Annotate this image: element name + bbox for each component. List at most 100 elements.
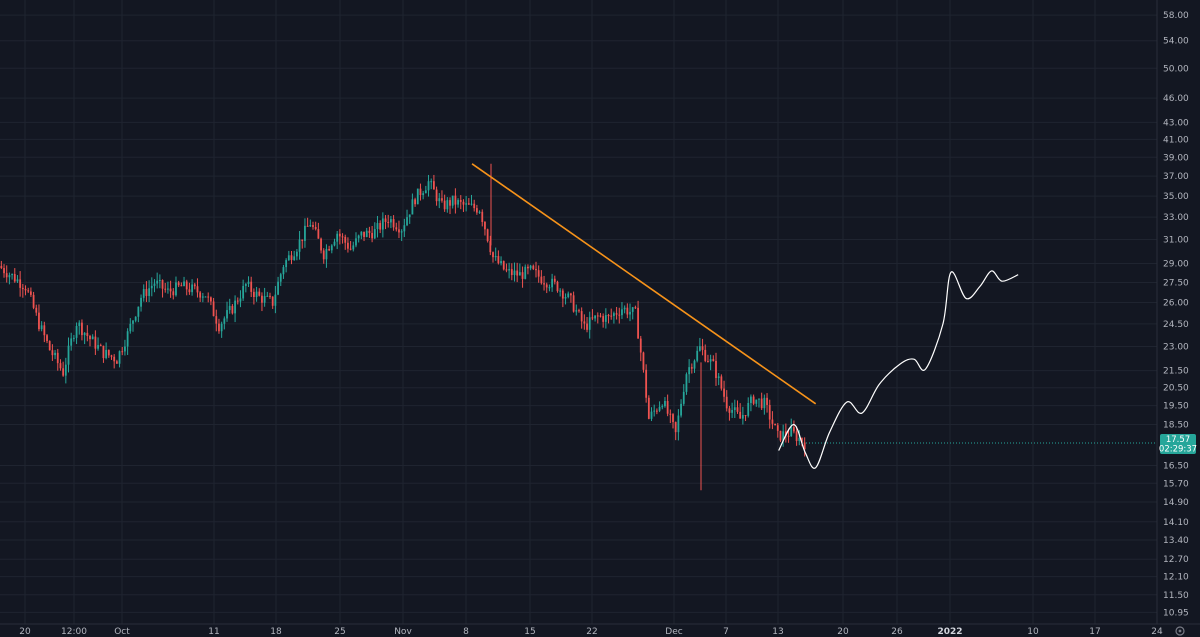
candle-body <box>129 323 132 332</box>
candle-body <box>357 235 360 239</box>
price-tick-label: 21.50 <box>1163 367 1189 377</box>
candle-body <box>524 266 527 279</box>
candle-body <box>763 397 766 409</box>
candle-body <box>570 293 572 296</box>
candle-body <box>422 193 425 196</box>
candle-body <box>518 272 521 276</box>
candle-body <box>556 281 559 292</box>
candle-body <box>145 289 148 296</box>
candle-body <box>8 275 11 278</box>
candle-body <box>236 300 239 302</box>
candle-body <box>314 226 317 230</box>
candle-body <box>381 218 384 230</box>
candle-body <box>465 203 468 205</box>
candle-body <box>371 232 374 239</box>
candle-body <box>247 281 250 285</box>
candle-body <box>685 374 688 392</box>
candle-body <box>637 307 639 339</box>
candle-body <box>379 223 382 230</box>
candle-body <box>701 346 704 350</box>
candle-body <box>56 352 59 364</box>
price-tick-label: 37.00 <box>1163 172 1189 182</box>
candle-body <box>188 289 191 293</box>
candle-body <box>513 270 516 276</box>
candle-body <box>70 338 73 346</box>
candle-body <box>586 323 588 330</box>
candle-body <box>744 415 747 417</box>
time-tick-label: 13 <box>772 627 783 637</box>
candle-body <box>242 285 245 299</box>
candle-body <box>40 325 43 330</box>
candle-body <box>680 403 682 416</box>
candle-body <box>672 414 674 423</box>
candle-body <box>467 203 470 205</box>
candle-body <box>180 285 183 287</box>
candle-body <box>500 261 502 264</box>
price-tick-label: 43.00 <box>1163 118 1189 128</box>
candle-body <box>655 410 658 412</box>
candle-body <box>610 315 613 317</box>
candle-body <box>441 198 443 201</box>
last-price-label: 17.57 <box>1166 435 1190 445</box>
time-tick-label: 24 <box>1151 627 1163 637</box>
candle-body <box>731 409 734 413</box>
candle-body <box>669 413 672 415</box>
candle-body <box>48 341 51 351</box>
candle-body <box>516 270 519 276</box>
candle-body <box>341 236 344 238</box>
candle-body <box>787 435 790 437</box>
candle-body <box>306 225 309 227</box>
candle-body <box>532 265 535 269</box>
price-axis[interactable]: 58.00 54.00 50.00 46.00 43.00 41.00 39.00 37.00… <box>1163 11 1189 618</box>
time-tick-label: Nov <box>394 627 412 637</box>
candle-body <box>551 278 554 288</box>
candle-body <box>252 291 255 297</box>
candle-body <box>790 427 793 437</box>
candle-body <box>62 368 65 376</box>
time-axis[interactable]: 20 12:00 Oct 11 18 25 Nov 8 15 22 Dec 7 13 20 26 2022 10… <box>19 627 1163 637</box>
candle-body <box>634 307 637 309</box>
candle-body <box>137 306 140 317</box>
candle-body <box>755 399 758 404</box>
candle-body <box>602 316 605 322</box>
candle-body <box>89 335 91 340</box>
candle-body <box>220 323 223 332</box>
candle-body <box>29 291 32 295</box>
candle-body <box>99 345 102 347</box>
candle-body <box>419 188 422 196</box>
candle-body <box>451 195 454 206</box>
candle-body <box>97 345 99 349</box>
candle-body <box>301 239 304 241</box>
candle-body <box>298 239 301 252</box>
gear-icon[interactable] <box>1175 626 1185 636</box>
candle-body <box>226 310 228 319</box>
trendline[interactable] <box>471 163 817 405</box>
candle-body <box>728 408 731 413</box>
candle-body <box>293 256 296 261</box>
candle-body <box>142 289 145 298</box>
candle-body <box>212 301 215 317</box>
candle-body <box>435 189 438 202</box>
candle-body <box>177 282 180 286</box>
candle-body <box>118 351 121 364</box>
countdown-label: 02:29:37 <box>1159 445 1197 455</box>
candle-body <box>621 309 623 316</box>
price-tick-label: 14.10 <box>1163 518 1189 528</box>
time-tick-label: 17 <box>1089 627 1100 637</box>
candle-body <box>172 291 175 296</box>
candle-body <box>658 406 661 411</box>
candle-body <box>161 280 164 289</box>
candle-body <box>207 296 210 298</box>
candle-body <box>199 292 202 298</box>
forecast-path[interactable] <box>778 270 1019 469</box>
candle-body <box>124 346 126 352</box>
candle-body <box>424 190 427 194</box>
candle-body <box>486 229 489 242</box>
candle-body <box>290 255 293 261</box>
candle-body <box>363 231 365 237</box>
candle-body <box>750 396 752 403</box>
candle-body <box>650 411 653 419</box>
candle-body <box>32 294 35 308</box>
candle-body <box>599 315 602 317</box>
